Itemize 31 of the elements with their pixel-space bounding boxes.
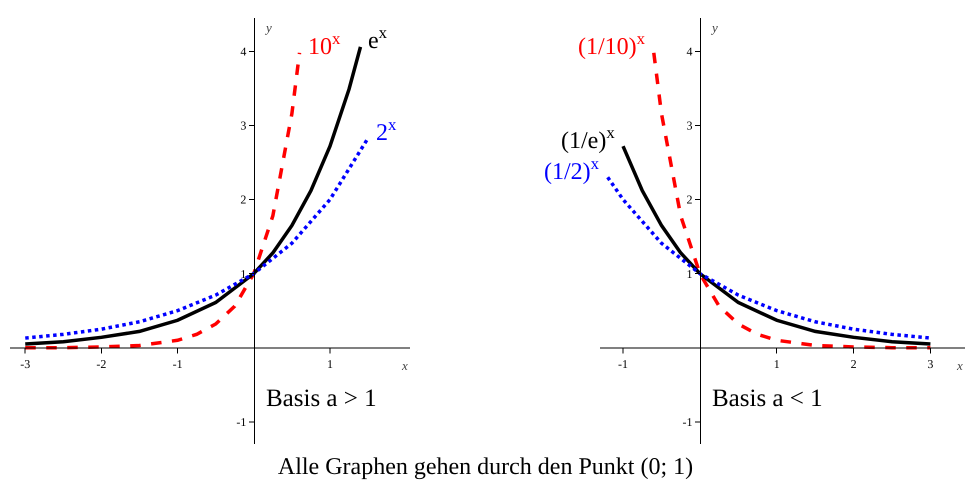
x-tick-label: 1	[774, 357, 780, 372]
x-tick-label: 1	[327, 357, 333, 372]
series-label: 2$^{x}$	[376, 115, 397, 146]
y-tick-label: -1	[236, 414, 246, 429]
y-tick-label: 3	[686, 118, 692, 133]
series-label: e$^{x}$	[368, 23, 388, 54]
y-tick-label: 2	[686, 192, 692, 207]
y-tick-label: 4	[686, 44, 692, 59]
x-tick-label: -2	[96, 357, 106, 372]
x-tick-label: -1	[618, 357, 628, 372]
x-axis-title: x	[956, 358, 963, 373]
series-label: (1/2)$^{x}$	[544, 154, 600, 186]
y-tick-label: -1	[682, 414, 692, 429]
y-axis-title: y	[710, 20, 718, 35]
y-tick-label: 1	[686, 266, 692, 281]
series-label: 10$^{x}$	[308, 29, 341, 60]
series-label: (1/10)$^{x}$	[578, 29, 646, 60]
annotation: Basis a > 1	[266, 385, 377, 412]
y-tick-label: 1	[240, 266, 246, 281]
x-tick-label: -3	[20, 357, 30, 372]
y-axis-title: y	[264, 20, 272, 35]
text: Alle Graphen gehen durch den Punkt (0; 1)	[276, 453, 694, 482]
x-tick-label: 2	[850, 357, 857, 372]
series-label: (1/e)$^{x}$	[561, 123, 616, 154]
y-tick-label: 4	[240, 44, 246, 59]
x-tick-label: 3	[927, 357, 934, 372]
x-axis-title: x	[401, 358, 408, 373]
x-tick-label: -1	[172, 357, 183, 372]
annotation: Basis a < 1	[712, 385, 823, 412]
y-tick-label: 2	[240, 192, 246, 207]
y-tick-label: 3	[240, 118, 246, 133]
